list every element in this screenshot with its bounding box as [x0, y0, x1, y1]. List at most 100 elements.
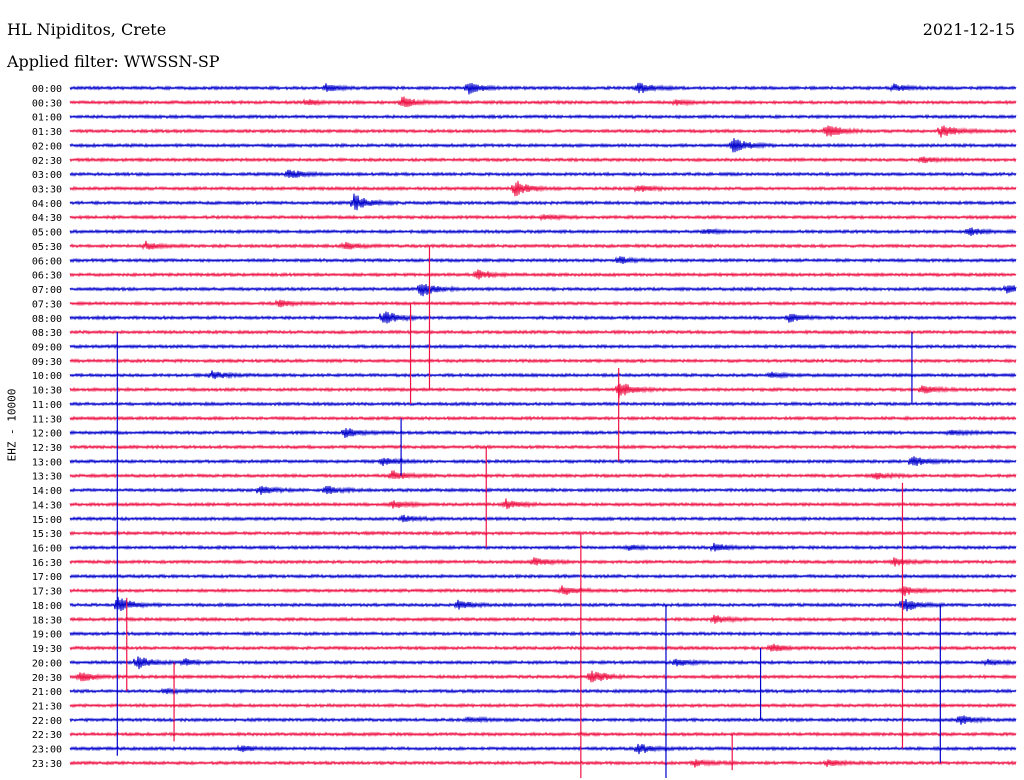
row-time-label: 16:00: [32, 544, 62, 555]
row-time-label: 16:30: [32, 558, 62, 569]
row-time-label: 00:00: [32, 84, 62, 95]
trace-line: [69, 485, 1017, 495]
row-time-label: 02:30: [32, 156, 62, 167]
row-time-label: 08:30: [32, 328, 62, 339]
row-time-label: 12:00: [32, 429, 62, 440]
row-time-label: 10:30: [32, 386, 62, 397]
row-time-label: 09:00: [32, 342, 62, 353]
row-time-label: 03:30: [32, 185, 62, 196]
trace-line: [69, 311, 1017, 324]
row-time-label: 23:30: [32, 759, 62, 770]
row-time-label: 05:00: [32, 228, 62, 239]
trace-line: [69, 125, 1017, 138]
row-time-label: 05:30: [32, 242, 62, 253]
trace-line: [69, 596, 1017, 612]
trace-line: [69, 743, 1017, 755]
trace-line: [69, 96, 1017, 108]
row-time-label: 22:00: [32, 716, 62, 727]
trace-line: [69, 400, 1017, 407]
trace-line: [69, 514, 1017, 523]
trace-line: [69, 343, 1017, 350]
trace-line: [69, 670, 1017, 683]
row-time-label: 20:00: [32, 658, 62, 669]
trace-line: [69, 256, 1017, 264]
row-time-label: 04:00: [32, 199, 62, 210]
row-time-label: 02:00: [32, 141, 62, 152]
trace-line: [69, 573, 1017, 580]
trace-line: [69, 530, 1017, 537]
trace-line: [69, 456, 1017, 466]
trace-line: [69, 702, 1017, 709]
row-time-label: 06:30: [32, 271, 62, 282]
trace-line: [69, 113, 1017, 120]
filter-label: Applied filter: WWSSN-SP: [7, 52, 220, 71]
trace-line: [69, 283, 1017, 297]
row-time-label: 20:30: [32, 673, 62, 684]
station-name: HL Nipiditos, Crete: [7, 20, 167, 39]
trace-line: [69, 240, 1017, 251]
trace-line: [69, 444, 1017, 450]
row-time-label: 06:00: [32, 256, 62, 267]
trace-line: [69, 731, 1017, 738]
trace-line: [69, 656, 1017, 670]
trace-line: [69, 498, 1017, 510]
row-time-label: 17:00: [32, 572, 62, 583]
trace-line: [69, 180, 1017, 197]
trace-line: [69, 415, 1017, 422]
trace-line: [69, 156, 1017, 164]
row-time-label: 21:30: [32, 701, 62, 712]
trace-line: [69, 357, 1017, 364]
trace-line: [69, 470, 1017, 480]
trace-line: [69, 557, 1017, 567]
trace-line: [69, 329, 1017, 336]
trace-line: [69, 169, 1017, 179]
row-time-label: 18:00: [32, 601, 62, 612]
row-time-label: 19:00: [32, 630, 62, 641]
trace-line: [69, 428, 1017, 439]
trace-line: [69, 269, 1017, 280]
row-time-label: 08:00: [32, 314, 62, 325]
row-time-label: 22:30: [32, 730, 62, 741]
trace-line: [69, 299, 1017, 308]
row-time-label: 04:30: [32, 213, 62, 224]
row-time-label: 01:00: [32, 113, 62, 124]
trace-line: [69, 630, 1017, 637]
date-label: 2021-12-15: [922, 20, 1015, 39]
trace-line: [69, 383, 1017, 399]
trace-line: [69, 138, 1017, 153]
row-time-label: 10:00: [32, 371, 62, 382]
trace-line: [69, 715, 1017, 725]
trace-line: [69, 82, 1017, 95]
row-time-label: 13:30: [32, 472, 62, 483]
row-time-label: 17:30: [32, 587, 62, 598]
row-time-label: 14:30: [32, 500, 62, 511]
row-time-label: 15:00: [32, 515, 62, 526]
trace-line: [69, 370, 1017, 380]
row-time-label: 01:30: [32, 127, 62, 138]
trace-line: [69, 687, 1017, 695]
trace-line: [69, 643, 1017, 652]
row-time-label: 15:30: [32, 529, 62, 540]
row-time-label: 19:30: [32, 644, 62, 655]
row-time-label: 21:00: [32, 687, 62, 698]
row-time-label: 07:00: [32, 285, 62, 296]
trace-line: [69, 758, 1017, 768]
row-time-label: 09:30: [32, 357, 62, 368]
row-time-label: 12:30: [32, 443, 62, 454]
row-time-label: 23:00: [32, 745, 62, 756]
row-time-label: 11:30: [32, 414, 62, 425]
trace-line: [69, 227, 1017, 236]
row-time-label: 13:00: [32, 457, 62, 468]
trace-line: [69, 542, 1017, 553]
row-time-label: 03:00: [32, 170, 62, 181]
row-time-label: 00:30: [32, 98, 62, 109]
trace-line: [69, 193, 1017, 211]
trace-line: [69, 213, 1017, 222]
row-time-label: 07:30: [32, 299, 62, 310]
row-time-label: 18:30: [32, 615, 62, 626]
trace-line: [69, 585, 1017, 596]
row-time-label: 14:00: [32, 486, 62, 497]
row-time-label: 11:00: [32, 400, 62, 411]
trace-line: [69, 614, 1017, 624]
